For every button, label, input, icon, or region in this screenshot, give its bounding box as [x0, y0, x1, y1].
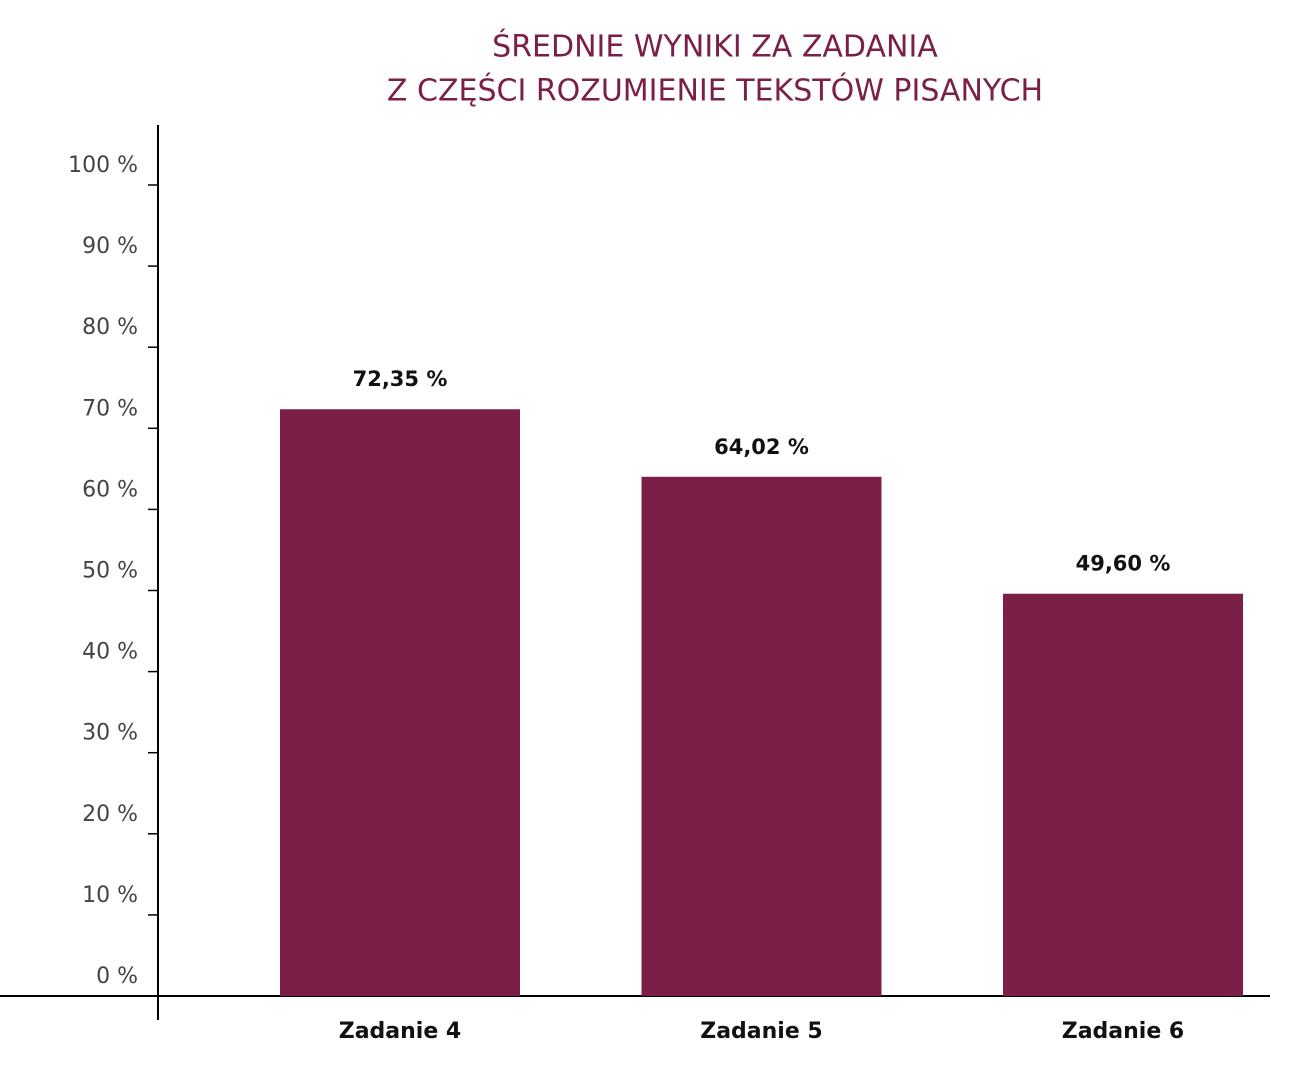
bar [641, 476, 882, 996]
y-tick-label: 80 % [82, 315, 138, 340]
x-tick-label: Zadanie 6 [1062, 1019, 1184, 1044]
y-tick-label: 0 % [96, 964, 138, 989]
y-tick-label: 50 % [82, 559, 138, 584]
y-tick-label: 90 % [82, 234, 138, 259]
value-label: 49,60 % [1076, 552, 1171, 576]
y-tick-label: 100 % [68, 153, 138, 178]
y-tick-label: 60 % [82, 477, 138, 502]
value-label: 72,35 % [353, 367, 448, 391]
x-tick-label: Zadanie 5 [700, 1019, 822, 1044]
chart-title: Z CZĘŚCI ROZUMIENIE TEKSTÓW PISANYCH [387, 72, 1043, 109]
y-tick-label: 30 % [82, 721, 138, 746]
x-tick-label: Zadanie 4 [339, 1019, 461, 1044]
y-tick-label: 10 % [82, 883, 138, 908]
chart-title: ŚREDNIE WYNIKI ZA ZADANIA [492, 28, 938, 65]
y-tick-label: 40 % [82, 640, 138, 665]
value-label: 64,02 % [714, 435, 809, 459]
bar [280, 409, 520, 997]
bar [1003, 593, 1243, 996]
y-tick-label: 70 % [82, 396, 138, 421]
y-tick-label: 20 % [82, 802, 138, 827]
